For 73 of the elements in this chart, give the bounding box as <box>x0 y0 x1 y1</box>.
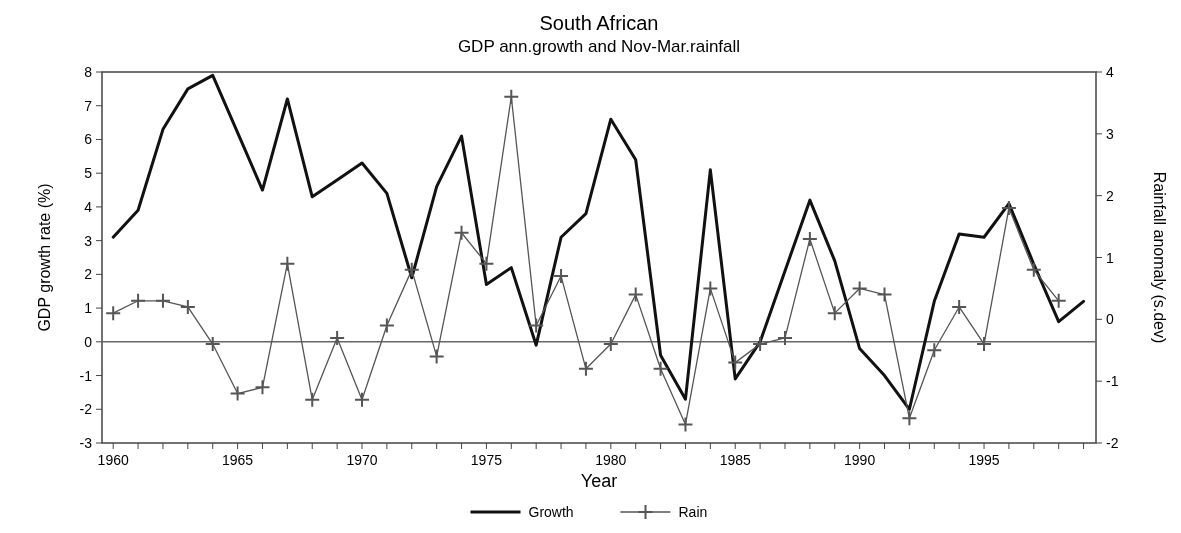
y-tick-label: -1 <box>79 367 93 384</box>
point <box>652 360 669 377</box>
y2-tick-label: 0 <box>1106 311 1114 328</box>
point <box>677 416 694 433</box>
y-tick-label: 3 <box>84 232 93 249</box>
point <box>329 329 346 346</box>
y-tick-label: 7 <box>84 97 93 114</box>
legend-label: Growth <box>528 504 574 520</box>
x-tick-label: 1960 <box>97 452 129 468</box>
y2-tick-label: 3 <box>1106 125 1114 142</box>
point <box>876 286 893 303</box>
y-tick-label: 4 <box>84 198 93 215</box>
point <box>627 286 644 303</box>
y-tick-label: 2 <box>84 266 93 283</box>
point <box>776 329 793 346</box>
y-tick-label: 8 <box>84 64 93 80</box>
y-tick-label: 1 <box>84 300 93 317</box>
point <box>204 336 221 353</box>
y2-tick-label: 1 <box>1106 249 1114 266</box>
y2-tick-label: -1 <box>1106 373 1119 390</box>
x-tick-label: 1970 <box>346 452 378 468</box>
point <box>229 385 246 402</box>
y-tick-label: 0 <box>84 333 93 350</box>
y2-tick-label: -2 <box>1106 435 1119 451</box>
y-tick-label: 6 <box>84 131 93 148</box>
y2-tick-label: 4 <box>1106 64 1114 80</box>
y2-tick-label: 2 <box>1106 187 1114 204</box>
point <box>453 224 470 241</box>
x-tick-label: 1985 <box>719 452 751 468</box>
point <box>702 280 719 297</box>
legend-label: Rain <box>678 504 708 520</box>
x-tick-label: 1995 <box>968 452 1000 468</box>
point <box>851 280 868 297</box>
point <box>801 230 818 247</box>
y-tick-label: -2 <box>79 401 93 418</box>
point <box>1050 292 1067 309</box>
point <box>826 305 843 322</box>
point <box>478 255 495 272</box>
point <box>354 391 371 408</box>
y-tick-label: 5 <box>84 165 93 182</box>
point <box>976 336 993 353</box>
point <box>254 379 271 396</box>
point <box>279 255 296 272</box>
point <box>901 410 918 427</box>
point <box>602 336 619 353</box>
point <box>1025 261 1042 278</box>
x-tick-label: 1975 <box>470 452 503 468</box>
y-tick-label: -3 <box>79 435 93 451</box>
point <box>304 391 321 408</box>
point <box>130 292 147 309</box>
point <box>105 305 122 322</box>
point <box>154 292 171 309</box>
point <box>752 336 769 353</box>
y2-axis-title: Rainfall anomaly (s.dev) <box>1151 171 1168 344</box>
point <box>428 348 445 365</box>
x-axis-title: Year <box>580 471 618 491</box>
point <box>951 298 968 315</box>
x-tick-label: 1965 <box>222 452 254 468</box>
point <box>577 360 594 377</box>
point <box>553 268 570 285</box>
point <box>1000 200 1017 217</box>
point <box>503 88 520 105</box>
x-tick-label: 1990 <box>844 452 876 468</box>
point <box>403 261 420 278</box>
chart-title: South African <box>539 12 659 34</box>
x-tick-label: 1980 <box>595 452 627 468</box>
point <box>378 317 395 334</box>
point <box>926 342 943 359</box>
point <box>528 317 545 334</box>
point <box>727 354 744 371</box>
y-axis-title: GDP growth rate (%) <box>36 183 53 332</box>
point <box>179 298 196 315</box>
chart-subtitle: GDP ann.growth and Nov-Mar.rainfall <box>457 37 741 56</box>
